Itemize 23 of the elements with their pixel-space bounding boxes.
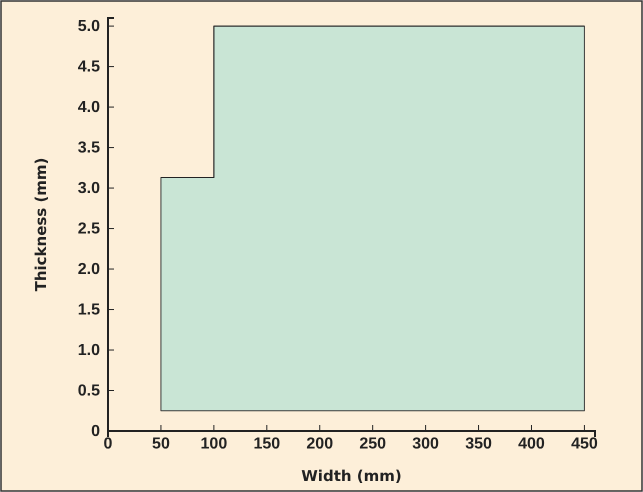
y-tick-label: 1.5 [78,302,100,319]
y-axis-title: Thickness (mm) [32,158,50,292]
y-tick-label: 5.0 [78,18,100,36]
y-tick-label: 3.0 [78,180,100,198]
y-tick-label: 4.5 [78,58,100,76]
y-tick-label: 3.5 [78,140,100,157]
x-tick-label: 450 [571,435,598,452]
x-tick-label: 0 [104,435,113,452]
y-tick-label: 1.0 [78,342,100,360]
y-tick-label: 2.0 [78,261,100,278]
y-tick-label: 2.5 [78,220,100,238]
x-tick-label: 150 [253,435,280,452]
x-tick-label: 250 [359,435,386,452]
y-tick-label: 4.0 [78,99,100,116]
x-tick-label: 100 [200,435,228,452]
x-tick-label: 200 [306,435,334,452]
x-tick-label: 50 [152,435,170,452]
y-tick-label: 0.5 [78,382,100,400]
x-tick-label: 300 [412,435,440,452]
x-tick-label: 400 [518,435,545,452]
x-tick-label: 350 [465,435,492,452]
x-axis-title: Width (mm) [301,467,402,485]
y-tick-label: 0 [91,423,100,440]
